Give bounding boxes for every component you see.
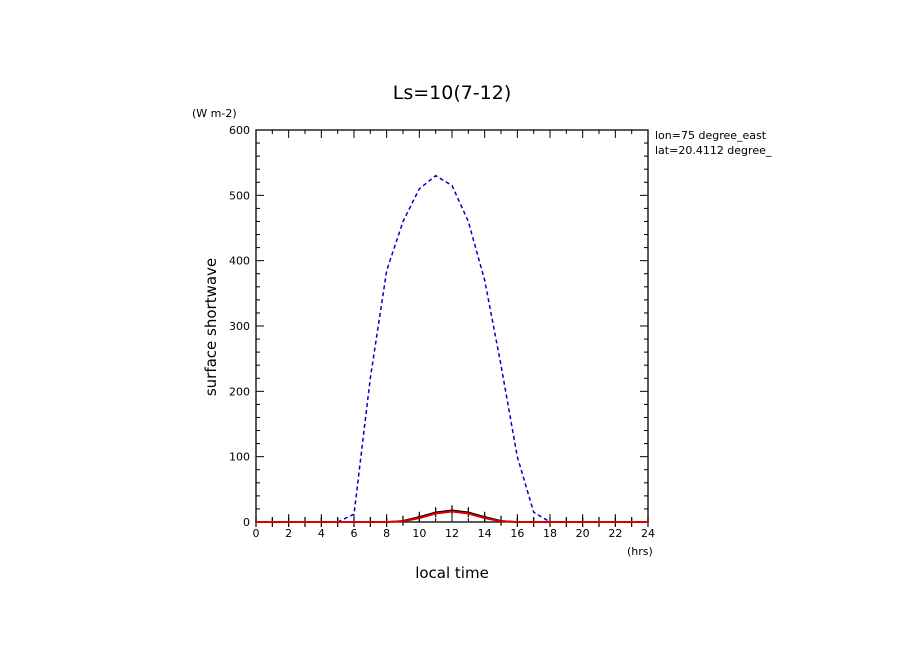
x-tick-label: 18 bbox=[543, 527, 557, 540]
x-tick-label: 6 bbox=[351, 527, 358, 540]
chart-title: Ls=10(7-12) bbox=[393, 82, 512, 104]
x-tick-label: 14 bbox=[478, 527, 492, 540]
y-tick-label: 0 bbox=[243, 516, 250, 529]
y-unit-label: (W m-2) bbox=[192, 107, 237, 120]
x-tick-label: 16 bbox=[510, 527, 524, 540]
x-tick-label: 24 bbox=[641, 527, 655, 540]
annotation-lat: lat=20.4112 degree_ bbox=[655, 144, 772, 157]
y-tick-label: 300 bbox=[229, 320, 250, 333]
annotation-lon: lon=75 degree_east bbox=[655, 129, 767, 142]
y-tick-label: 500 bbox=[229, 189, 250, 202]
x-tick-label: 2 bbox=[285, 527, 292, 540]
x-tick-label: 12 bbox=[445, 527, 459, 540]
x-tick-label: 4 bbox=[318, 527, 325, 540]
y-tick-label: 400 bbox=[229, 255, 250, 268]
plot-frame bbox=[255, 129, 649, 523]
y-tick-label: 100 bbox=[229, 451, 250, 464]
x-axis-label: local time bbox=[415, 564, 489, 582]
x-unit-label: (hrs) bbox=[627, 545, 653, 558]
y-axis-label: surface shortwave bbox=[202, 258, 220, 396]
x-tick-label: 10 bbox=[412, 527, 426, 540]
series-line-3 bbox=[256, 510, 648, 523]
series-line-1 bbox=[337, 174, 567, 523]
x-tick-label: 0 bbox=[253, 527, 260, 540]
y-tick-label: 200 bbox=[229, 385, 250, 398]
x-tick-label: 22 bbox=[608, 527, 622, 540]
x-tick-label: 20 bbox=[576, 527, 590, 540]
x-tick-label: 8 bbox=[383, 527, 390, 540]
y-tick-label: 600 bbox=[229, 124, 250, 137]
